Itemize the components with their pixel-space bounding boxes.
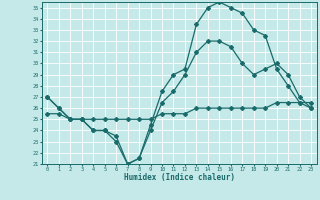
X-axis label: Humidex (Indice chaleur): Humidex (Indice chaleur) — [124, 173, 235, 182]
